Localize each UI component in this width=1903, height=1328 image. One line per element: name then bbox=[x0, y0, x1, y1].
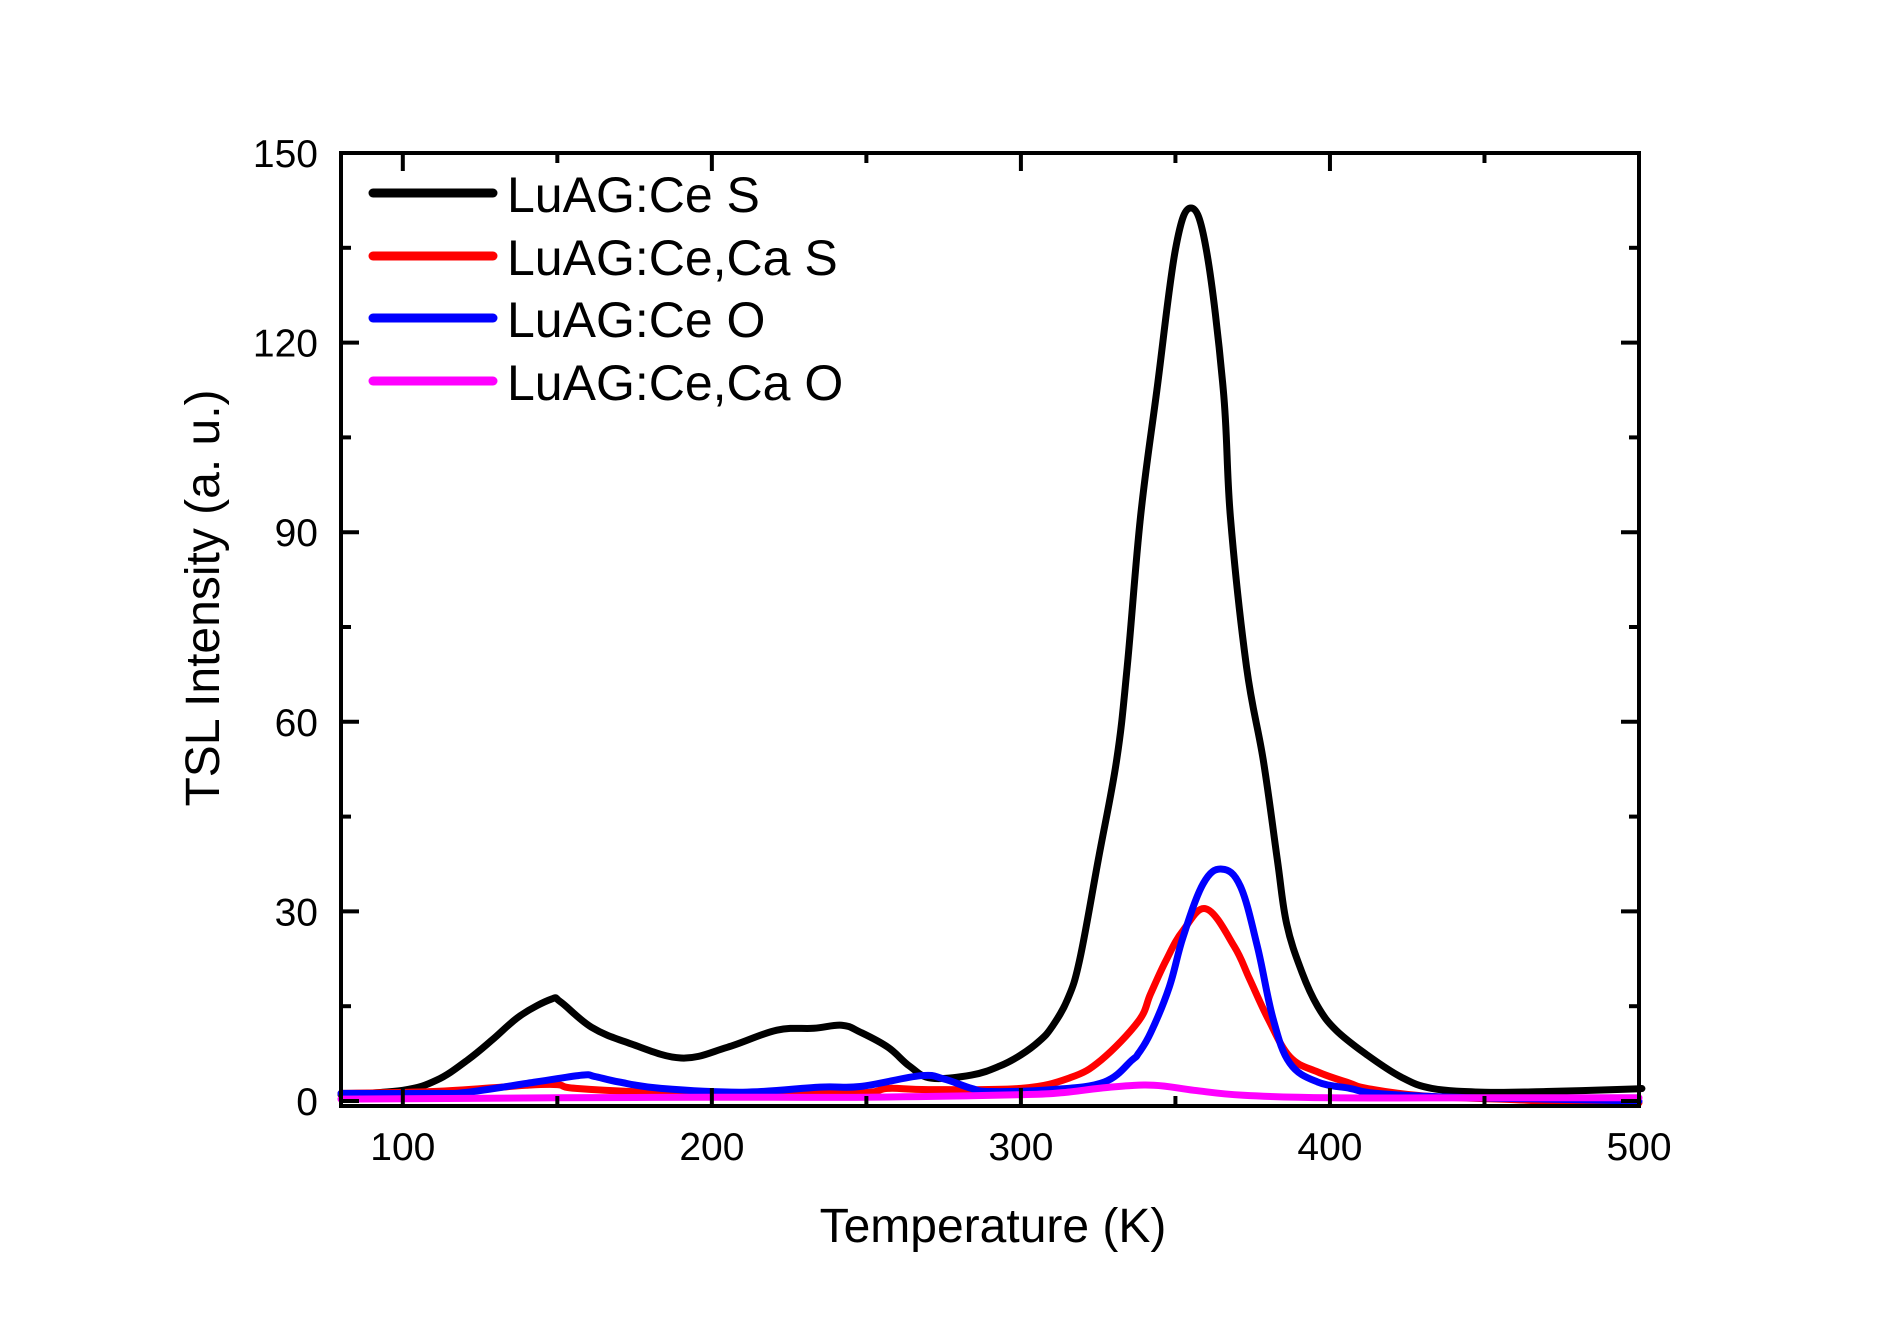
y-tick-label: 90 bbox=[275, 512, 318, 555]
series-line-0 bbox=[337, 204, 1646, 1099]
plot-frame bbox=[339, 151, 1641, 1108]
y-tick-label: 150 bbox=[253, 133, 318, 176]
y-tick-label: 120 bbox=[253, 323, 318, 366]
legend-item: LuAG:Ce O bbox=[368, 292, 765, 348]
series-line-3 bbox=[337, 1081, 1643, 1103]
legend-item: LuAG:Ce S bbox=[368, 167, 760, 223]
legend: LuAG:Ce S LuAG:Ce,Ca S LuAG:Ce O LuAG:Ce,Ca… bbox=[368, 167, 843, 411]
x-tick-label: 500 bbox=[1606, 1126, 1671, 1169]
y-tick-label: 0 bbox=[296, 1081, 318, 1124]
series-layer bbox=[337, 204, 1646, 1107]
legend-label: LuAG:Ce,Ca S bbox=[507, 230, 838, 286]
legend-item: LuAG:Ce,Ca O bbox=[368, 355, 843, 411]
x-tick-label: 100 bbox=[370, 1126, 435, 1169]
legend-label: LuAG:Ce O bbox=[507, 292, 765, 348]
legend-label: LuAG:Ce,Ca O bbox=[507, 355, 843, 411]
x-tick-label: 300 bbox=[988, 1126, 1053, 1169]
legend-label: LuAG:Ce S bbox=[507, 167, 760, 223]
x-tick-label: 400 bbox=[1297, 1126, 1362, 1169]
y-tick-label: 60 bbox=[275, 702, 318, 745]
series-line-1 bbox=[337, 905, 1643, 1107]
series-line-2 bbox=[337, 865, 1643, 1105]
y-axis-title: TSL Intensity (a. u.) bbox=[177, 389, 230, 806]
legend-item: LuAG:Ce,Ca S bbox=[368, 230, 838, 286]
axes-frame-layer bbox=[339, 151, 1641, 1108]
x-axis-title: Temperature (K) bbox=[820, 1200, 1167, 1253]
tick-layer: 100 200 300 400 500 0 30 60 90 120 150 bbox=[253, 133, 1672, 1169]
x-tick-label: 200 bbox=[679, 1126, 744, 1169]
y-tick-label: 30 bbox=[275, 891, 318, 934]
